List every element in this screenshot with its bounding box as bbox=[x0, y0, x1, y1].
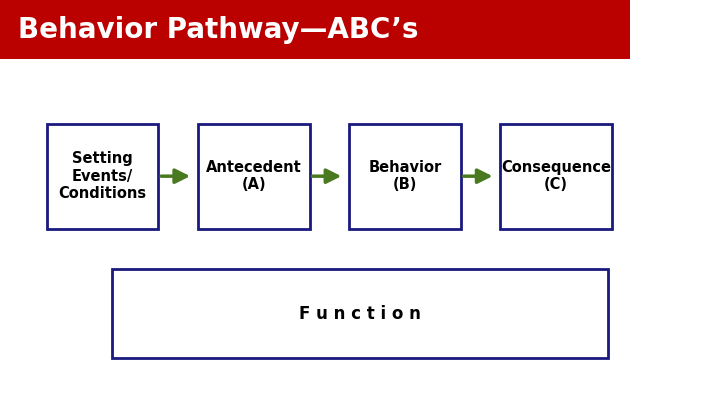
FancyBboxPatch shape bbox=[47, 124, 158, 229]
FancyBboxPatch shape bbox=[0, 0, 630, 59]
Text: Behavior
(B): Behavior (B) bbox=[369, 160, 441, 192]
Text: Antecedent
(A): Antecedent (A) bbox=[206, 160, 302, 192]
Text: Behavior Pathway—ABC’s: Behavior Pathway—ABC’s bbox=[18, 15, 418, 44]
Text: Consequence
(C): Consequence (C) bbox=[501, 160, 611, 192]
FancyBboxPatch shape bbox=[198, 124, 310, 229]
Text: F u n c t i o n: F u n c t i o n bbox=[299, 305, 421, 323]
FancyBboxPatch shape bbox=[500, 124, 612, 229]
FancyBboxPatch shape bbox=[112, 269, 608, 358]
FancyBboxPatch shape bbox=[349, 124, 461, 229]
Text: Setting
Events/
Conditions: Setting Events/ Conditions bbox=[58, 151, 147, 201]
